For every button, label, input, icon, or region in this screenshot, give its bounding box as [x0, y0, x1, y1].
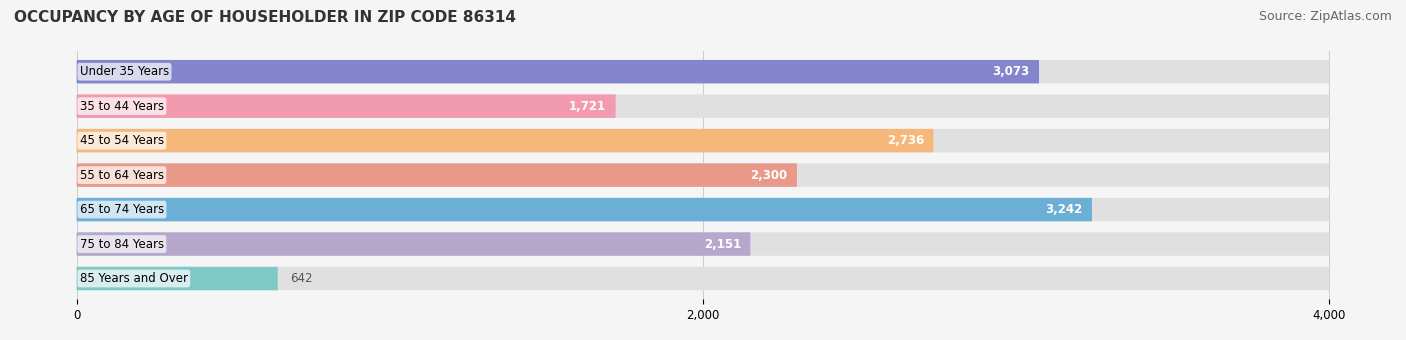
- Text: 75 to 84 Years: 75 to 84 Years: [80, 238, 165, 251]
- FancyBboxPatch shape: [77, 198, 1329, 221]
- Text: 55 to 64 Years: 55 to 64 Years: [80, 169, 165, 182]
- FancyBboxPatch shape: [77, 198, 1092, 221]
- Text: 642: 642: [290, 272, 312, 285]
- FancyBboxPatch shape: [77, 95, 616, 118]
- Text: 35 to 44 Years: 35 to 44 Years: [80, 100, 165, 113]
- FancyBboxPatch shape: [77, 267, 278, 290]
- FancyBboxPatch shape: [77, 60, 1039, 83]
- FancyBboxPatch shape: [77, 60, 1329, 83]
- FancyBboxPatch shape: [77, 164, 797, 187]
- FancyBboxPatch shape: [77, 232, 1329, 256]
- FancyBboxPatch shape: [77, 129, 1329, 152]
- Text: OCCUPANCY BY AGE OF HOUSEHOLDER IN ZIP CODE 86314: OCCUPANCY BY AGE OF HOUSEHOLDER IN ZIP C…: [14, 10, 516, 25]
- FancyBboxPatch shape: [77, 164, 1329, 187]
- FancyBboxPatch shape: [77, 267, 1329, 290]
- Text: 3,073: 3,073: [993, 65, 1029, 78]
- Text: 85 Years and Over: 85 Years and Over: [80, 272, 188, 285]
- Text: 2,736: 2,736: [887, 134, 924, 147]
- FancyBboxPatch shape: [77, 129, 934, 152]
- Text: 45 to 54 Years: 45 to 54 Years: [80, 134, 165, 147]
- FancyBboxPatch shape: [77, 95, 1329, 118]
- Text: 65 to 74 Years: 65 to 74 Years: [80, 203, 165, 216]
- Text: Under 35 Years: Under 35 Years: [80, 65, 169, 78]
- Text: 2,300: 2,300: [751, 169, 787, 182]
- Text: 2,151: 2,151: [703, 238, 741, 251]
- Text: 3,242: 3,242: [1045, 203, 1083, 216]
- Text: Source: ZipAtlas.com: Source: ZipAtlas.com: [1258, 10, 1392, 23]
- FancyBboxPatch shape: [77, 232, 751, 256]
- Text: 1,721: 1,721: [569, 100, 606, 113]
